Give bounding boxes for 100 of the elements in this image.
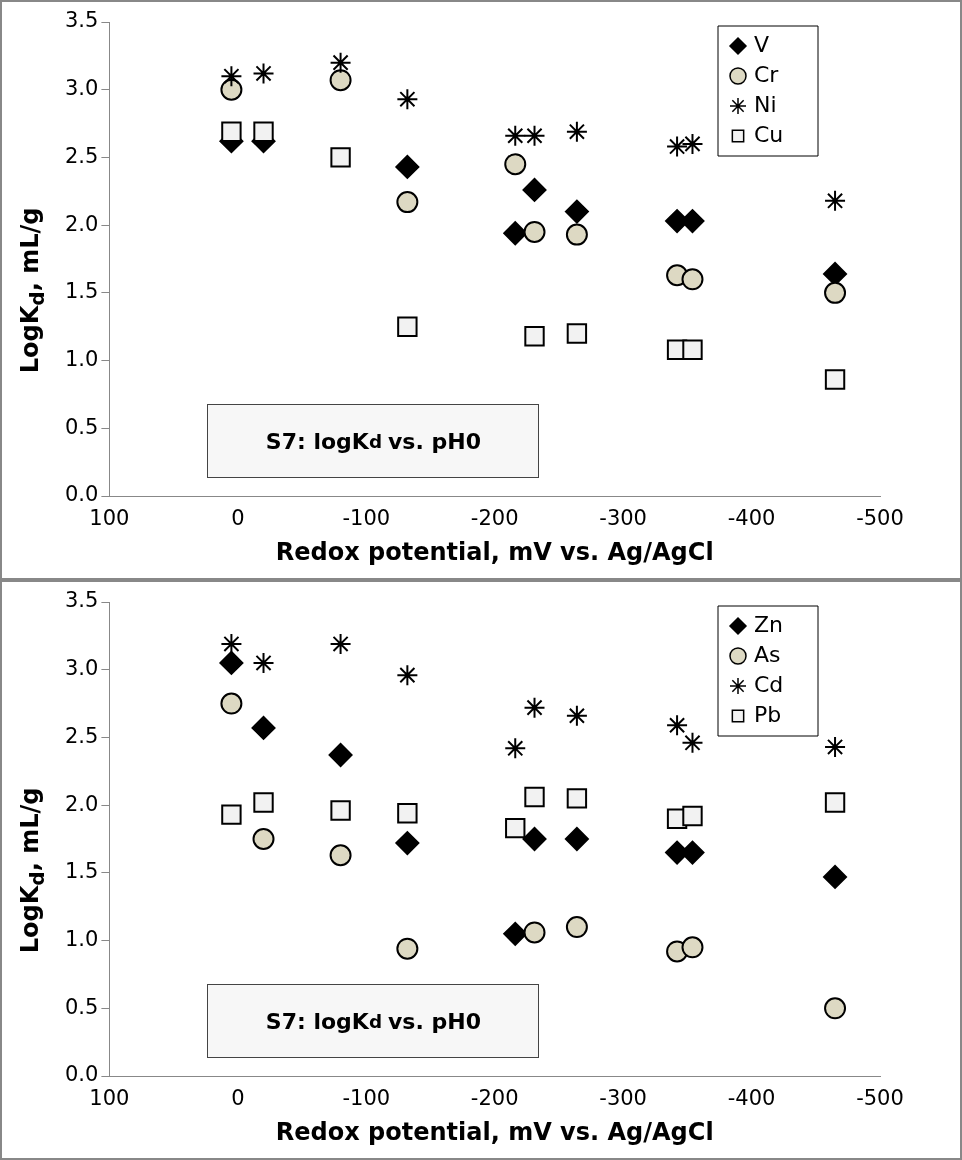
point bbox=[524, 786, 545, 808]
point bbox=[396, 937, 419, 960]
point bbox=[564, 827, 589, 851]
x-axis-title: Redox potential, mV vs. Ag/AgCl bbox=[275, 1117, 714, 1146]
point bbox=[824, 792, 846, 813]
x-tick-label: -200 bbox=[470, 506, 519, 531]
x-tick-label: -100 bbox=[342, 1086, 391, 1111]
point bbox=[564, 199, 589, 224]
point bbox=[666, 714, 689, 737]
legend-label: Cr bbox=[754, 61, 780, 87]
point bbox=[220, 632, 243, 655]
point bbox=[253, 121, 274, 142]
y-tick-label: 2.0 bbox=[64, 791, 99, 816]
y-tick-label: 2.0 bbox=[64, 211, 99, 236]
point bbox=[522, 827, 547, 851]
legend-label: Ni bbox=[754, 91, 777, 117]
x-tick-label: 100 bbox=[89, 1086, 130, 1111]
point bbox=[523, 220, 546, 243]
y-tick-label: 1.0 bbox=[64, 347, 99, 372]
x-tick-label: -300 bbox=[599, 506, 647, 531]
point bbox=[566, 788, 588, 809]
y-tick-label: 2.5 bbox=[64, 143, 99, 168]
point bbox=[396, 191, 419, 214]
y-tick-label: 3.5 bbox=[64, 588, 99, 613]
point bbox=[565, 916, 588, 939]
point bbox=[565, 704, 588, 727]
x-tick-label: -500 bbox=[856, 506, 904, 531]
y-tick-label: 0.0 bbox=[64, 482, 99, 507]
point bbox=[328, 743, 353, 768]
point bbox=[220, 78, 243, 101]
point bbox=[824, 281, 847, 304]
point bbox=[397, 316, 418, 337]
y-tick-label: 2.5 bbox=[64, 723, 99, 748]
point bbox=[252, 651, 275, 674]
point bbox=[251, 715, 276, 740]
point bbox=[329, 51, 352, 74]
point bbox=[666, 135, 689, 158]
point bbox=[221, 804, 242, 825]
y-tick-label: 0.5 bbox=[64, 414, 99, 439]
point bbox=[681, 936, 704, 959]
y-tick-label: 1.5 bbox=[64, 279, 99, 304]
point bbox=[396, 88, 419, 111]
point bbox=[824, 997, 847, 1020]
point bbox=[330, 147, 351, 168]
point bbox=[395, 154, 420, 179]
point bbox=[397, 803, 418, 824]
point bbox=[329, 632, 352, 655]
legend-label: Pb bbox=[754, 701, 782, 727]
legend-label: Cd bbox=[754, 671, 784, 697]
point bbox=[824, 369, 846, 390]
point bbox=[505, 817, 526, 839]
y-tick-label: 3.0 bbox=[64, 76, 99, 101]
y-tick-label: 1.5 bbox=[64, 859, 99, 884]
point bbox=[524, 326, 545, 347]
x-tick-label: -500 bbox=[856, 1086, 904, 1111]
x-tick-label: 0 bbox=[231, 506, 245, 531]
point bbox=[219, 650, 244, 675]
x-tick-label: -400 bbox=[727, 506, 776, 531]
point bbox=[504, 153, 527, 176]
x-tick-label: -400 bbox=[727, 1086, 776, 1111]
point bbox=[395, 831, 420, 856]
x-tick-label: 100 bbox=[89, 506, 130, 531]
point bbox=[220, 692, 243, 715]
point bbox=[682, 339, 703, 360]
point bbox=[681, 132, 704, 155]
point bbox=[823, 864, 848, 889]
point bbox=[681, 731, 704, 754]
legend-label: As bbox=[754, 641, 781, 667]
point bbox=[565, 120, 588, 143]
point bbox=[504, 737, 527, 760]
y-tick-label: 3.5 bbox=[64, 8, 99, 33]
point bbox=[396, 664, 419, 687]
point bbox=[566, 323, 588, 344]
point bbox=[681, 268, 704, 291]
y-tick-label: 0.0 bbox=[64, 1062, 99, 1087]
point bbox=[682, 805, 703, 827]
point bbox=[329, 844, 352, 867]
point bbox=[824, 189, 847, 212]
point bbox=[329, 69, 352, 92]
point bbox=[523, 124, 546, 147]
legend-label: Cu bbox=[754, 121, 784, 147]
point bbox=[504, 124, 527, 147]
point bbox=[252, 62, 275, 85]
x-tick-label: 0 bbox=[231, 1086, 245, 1111]
x-tick-label: -300 bbox=[599, 1086, 647, 1111]
point bbox=[252, 828, 275, 850]
point bbox=[523, 696, 546, 719]
x-axis-title: Redox potential, mV vs. Ag/AgCl bbox=[275, 537, 714, 566]
x-tick-label: -200 bbox=[470, 1086, 519, 1111]
legend-label: V bbox=[754, 31, 770, 57]
point bbox=[330, 800, 351, 821]
point bbox=[565, 223, 588, 246]
point bbox=[253, 792, 274, 813]
x-tick-label: -100 bbox=[342, 506, 391, 531]
point bbox=[523, 921, 546, 944]
point bbox=[824, 735, 847, 758]
point bbox=[522, 177, 547, 202]
y-tick-label: 0.5 bbox=[64, 994, 99, 1019]
y-tick-label: 3.0 bbox=[64, 656, 99, 681]
point bbox=[221, 121, 242, 142]
